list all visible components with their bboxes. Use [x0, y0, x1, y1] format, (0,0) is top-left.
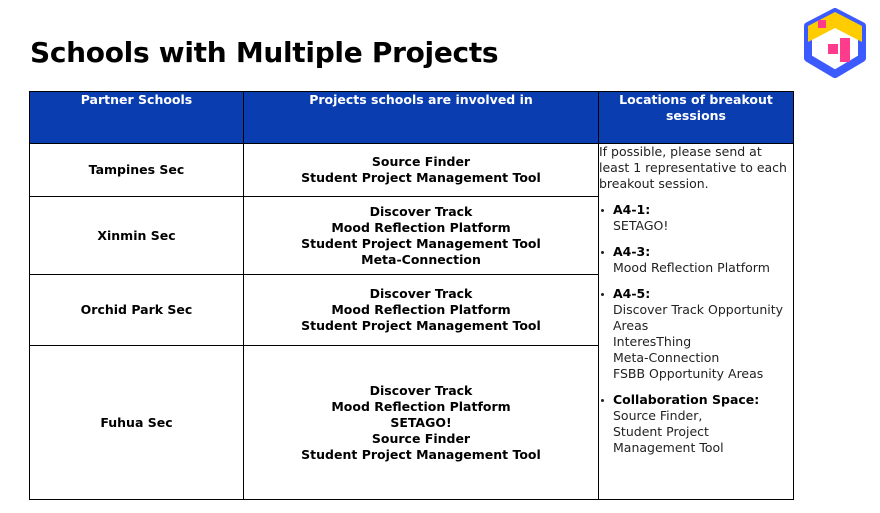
- project-list: Discover Track Mood Reflection Platform …: [243, 345, 599, 500]
- table-row: Xinmin Sec Discover Track Mood Reflectio…: [29, 196, 794, 275]
- location-entry: FSBB Opportunity Areas: [613, 366, 764, 381]
- location-entry: Source Finder,: [613, 408, 703, 423]
- location-title: A4-5:: [613, 286, 651, 301]
- project-item: Student Project Management Tool: [301, 446, 541, 462]
- table-row: Tampines Sec Source Finder Student Proje…: [29, 143, 794, 500]
- location-item: Collaboration Space: Source Finder, Stud…: [599, 392, 793, 456]
- school-name: Orchid Park Sec: [29, 274, 244, 346]
- project-item: Mood Reflection Platform: [331, 398, 511, 414]
- project-list: Discover Track Mood Reflection Platform …: [243, 274, 599, 346]
- header-partner-schools: Partner Schools: [29, 91, 244, 144]
- project-item: Source Finder: [371, 154, 471, 169]
- project-item: SETAGO!: [390, 414, 452, 430]
- project-list: Source Finder Student Project Management…: [243, 143, 599, 197]
- project-item: Discover Track: [369, 203, 473, 219]
- project-item: Discover Track: [369, 382, 473, 398]
- project-list: Discover Track Mood Reflection Platform …: [243, 196, 599, 275]
- brand-logo-icon: [804, 8, 866, 78]
- project-item: Source Finder: [371, 430, 471, 446]
- location-title: Collaboration Space:: [613, 392, 760, 407]
- projects-table: Partner Schools Projects schools are inv…: [29, 91, 794, 500]
- project-item: Discover Track: [369, 286, 473, 301]
- location-entry: Mood Reflection Platform: [613, 260, 770, 275]
- school-name: Fuhua Sec: [29, 345, 244, 500]
- header-projects: Projects schools are involved in: [243, 91, 599, 144]
- location-entry: Discover Track Opportunity Areas: [613, 302, 784, 333]
- project-item: Student Project Management Tool: [301, 170, 541, 185]
- location-item: A4-5: Discover Track Opportunity Areas I…: [599, 286, 793, 382]
- location-entry: InteresThing: [613, 334, 692, 349]
- locations-list: A4-1: SETAGO! A4-3: Mood Reflection Plat…: [599, 202, 793, 456]
- location-entry: Student Project Management Tool: [613, 424, 724, 455]
- project-item: Student Project Management Tool: [301, 318, 541, 333]
- location-title: A4-1:: [613, 202, 651, 217]
- project-item: Mood Reflection Platform: [331, 302, 511, 317]
- breakout-locations: If possible, please send at least 1 repr…: [598, 143, 794, 500]
- location-title: A4-3:: [613, 244, 651, 259]
- page-title: Schools with Multiple Projects: [30, 36, 499, 69]
- table-row: Orchid Park Sec Discover Track Mood Refl…: [29, 274, 794, 346]
- header-locations: Locations of breakout sessions: [598, 91, 794, 144]
- project-item: Student Project Management Tool: [301, 235, 541, 251]
- location-entry: SETAGO!: [613, 218, 669, 233]
- table-row: Fuhua Sec Discover Track Mood Reflection…: [29, 345, 794, 500]
- project-item: Meta-Connection: [361, 251, 481, 267]
- school-name: Xinmin Sec: [29, 196, 244, 275]
- location-entry: Meta-Connection: [613, 350, 720, 365]
- table-header-row: Partner Schools Projects schools are inv…: [29, 91, 794, 144]
- locations-intro: If possible, please send at least 1 repr…: [599, 144, 787, 191]
- location-item: A4-3: Mood Reflection Platform: [599, 244, 793, 276]
- school-name: Tampines Sec: [29, 143, 244, 197]
- location-item: A4-1: SETAGO!: [599, 202, 793, 234]
- project-item: Mood Reflection Platform: [331, 219, 511, 235]
